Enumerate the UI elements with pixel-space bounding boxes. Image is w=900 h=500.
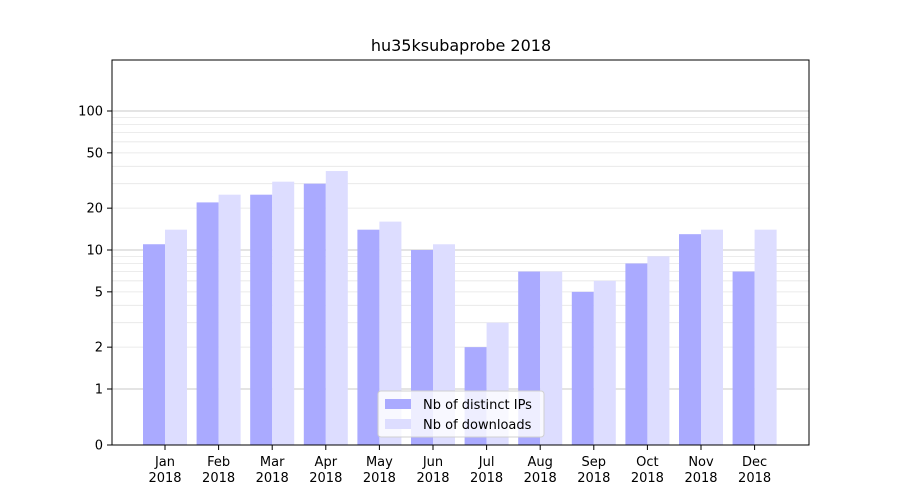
x-tick-label-year: 2018 xyxy=(256,471,289,486)
legend-label: Nb of distinct IPs xyxy=(423,398,532,413)
legend-label: Nb of downloads xyxy=(423,418,532,433)
bar-downloads xyxy=(325,171,348,445)
x-tick-label-month: Apr xyxy=(315,455,338,470)
bar-distinct-ips xyxy=(571,291,594,445)
chart-title: hu35ksubaprobe 2018 xyxy=(371,36,551,55)
x-tick-label-month: Nov xyxy=(688,455,714,470)
y-tick-label: 0 xyxy=(95,439,103,454)
y-tick-label: 50 xyxy=(86,146,103,161)
legend-swatch xyxy=(385,419,411,429)
x-tick-label-year: 2018 xyxy=(577,471,610,486)
x-tick-label-month: Feb xyxy=(207,455,230,470)
x-tick-label-month: Dec xyxy=(742,455,767,470)
bar-downloads xyxy=(165,229,187,445)
x-tick-label-year: 2018 xyxy=(148,471,181,486)
bar-distinct-ips xyxy=(196,202,219,445)
bar-downloads xyxy=(379,221,402,445)
x-tick-label-month: Aug xyxy=(528,455,553,470)
bar-downloads xyxy=(540,271,563,445)
x-tick-label-month: Jun xyxy=(422,455,443,470)
x-tick-label-year: 2018 xyxy=(416,471,449,486)
x-tick-label-month: Jan xyxy=(154,455,175,470)
x-tick-label-year: 2018 xyxy=(684,471,717,486)
x-tick-label-year: 2018 xyxy=(470,471,503,486)
bar-downloads xyxy=(218,194,241,445)
x-tick-label-year: 2018 xyxy=(524,471,557,486)
bar-downloads xyxy=(593,280,616,445)
x-tick-label-month: Jul xyxy=(478,455,495,470)
bar-distinct-ips xyxy=(143,244,165,445)
y-tick-label: 10 xyxy=(86,244,103,259)
bar-distinct-ips xyxy=(357,229,380,445)
x-tick-label-year: 2018 xyxy=(631,471,664,486)
legend-box xyxy=(377,390,545,438)
y-tick-label: 1 xyxy=(95,383,103,398)
bar-distinct-ips xyxy=(679,234,701,445)
x-axis: Jan2018Feb2018Mar2018Apr2018May2018Jun20… xyxy=(148,445,771,486)
y-tick-label: 20 xyxy=(86,202,103,217)
x-tick-label-month: Oct xyxy=(636,455,658,470)
bar-distinct-ips xyxy=(303,183,326,445)
bar-downloads xyxy=(701,229,723,445)
x-tick-label-month: May xyxy=(366,455,393,470)
bar-downloads xyxy=(754,229,777,445)
x-tick-label-month: Sep xyxy=(582,455,607,470)
x-tick-label-year: 2018 xyxy=(309,471,342,486)
plot-frame xyxy=(111,59,810,446)
bar-downloads xyxy=(272,181,295,445)
bar-distinct-ips xyxy=(625,263,648,445)
legend-swatch xyxy=(385,399,411,409)
y-tick-label: 5 xyxy=(95,285,103,300)
bar-distinct-ips xyxy=(732,271,755,445)
y-axis: 0 1 2 5 10 20 50 100 xyxy=(78,105,112,454)
x-tick-label-year: 2018 xyxy=(363,471,396,486)
legend: Nb of distinct IPs Nb of downloads xyxy=(377,390,545,438)
y-tick-label: 2 xyxy=(95,341,103,356)
x-tick-label-year: 2018 xyxy=(738,471,771,486)
bar-downloads xyxy=(647,256,670,445)
x-tick-label-year: 2018 xyxy=(202,471,235,486)
bar-distinct-ips xyxy=(250,194,273,445)
x-tick-label-month: Mar xyxy=(260,455,285,470)
y-tick-label: 100 xyxy=(78,105,103,120)
